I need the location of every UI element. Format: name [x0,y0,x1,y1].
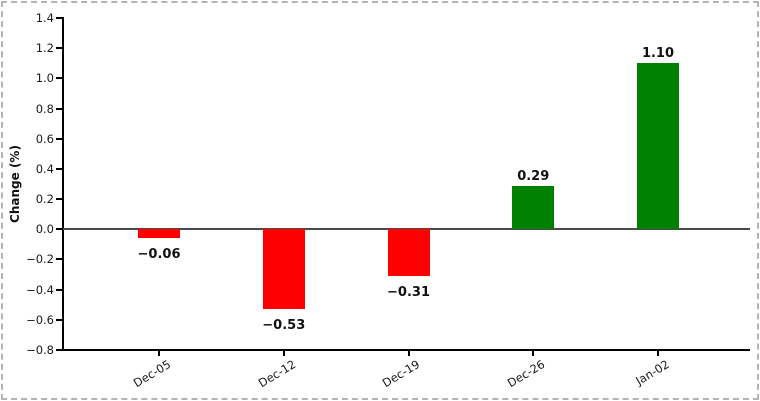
x-tick-mark [407,351,410,356]
x-tick-label: Dec-05 [130,357,174,391]
y-tick-mark [56,167,62,170]
y-tick-label: −0.8 [26,343,54,357]
y-tick-label: 0.4 [35,161,54,176]
y-tick-mark [56,349,62,351]
y-tick-label: −0.2 [26,252,54,267]
y-tick-label: −0.6 [26,312,54,327]
x-tick-label: Dec-12 [255,357,298,391]
y-axis-spine [62,17,64,351]
y-tick-label: 0.6 [35,131,54,146]
bar-value-label: 1.10 [641,46,675,62]
y-tick-label: 0.0 [35,222,54,237]
bar-value-label: −0.31 [387,285,430,301]
x-axis-spine [62,349,750,351]
bar [262,229,305,310]
x-tick-label: Dec-26 [505,357,548,391]
bar [512,185,555,230]
bar-value-label: 0.29 [517,168,550,184]
y-tick-label: 0.8 [35,101,54,116]
y-tick-mark [56,228,62,231]
y-tick-mark [56,107,62,110]
x-tick-label: Dec-19 [380,357,423,391]
y-tick-mark [56,288,62,291]
bar-value-label: −0.53 [262,318,306,334]
bar [387,229,430,277]
bar [138,229,180,239]
y-tick-label: 0.2 [35,192,54,207]
y-tick-mark [56,258,62,261]
bar-value-label: −0.06 [137,247,181,263]
y-tick-label: 1.0 [35,71,54,86]
y-tick-label: 1.2 [35,41,54,56]
y-tick-mark [56,137,62,140]
y-tick-label: 1.4 [35,11,54,25]
x-tick-mark [158,351,160,356]
y-tick-mark [56,17,62,19]
y-tick-mark [56,77,62,80]
zero-line [63,228,750,230]
x-tick-mark [532,351,535,356]
x-tick-label: Jan-02 [633,357,673,388]
y-tick-mark [56,198,62,201]
x-tick-mark [282,351,285,356]
y-tick-label: −0.4 [26,282,54,297]
bar [637,63,679,230]
y-tick-mark [56,47,62,50]
y-axis-title: Change (%) [8,145,22,223]
y-tick-mark [56,318,62,321]
x-tick-mark [657,351,659,356]
